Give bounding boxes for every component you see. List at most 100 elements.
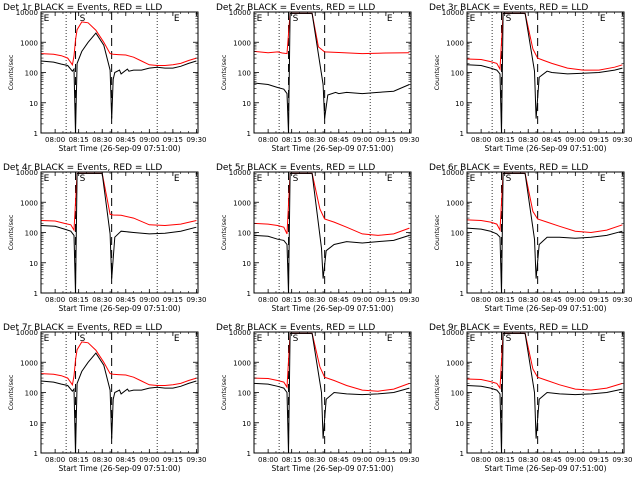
y-tick-label: 1 (460, 130, 464, 138)
x-tick-label: 08:30 (305, 456, 325, 464)
y-tick-label: 1000 (233, 359, 251, 367)
y-tick-label: 100 (25, 390, 38, 398)
x-axis-label: Start Time (26-Sep-09 07:51:00) (59, 144, 181, 153)
chart-title: Det 2r BLACK = Events, RED = LLD (216, 3, 375, 13)
chart-panel-1: Det 1r BLACK = Events, RED = LLD 1 10 100 10… (3, 3, 207, 153)
y-tick-label: 10000 (442, 329, 464, 337)
y-tick-label: 10 (455, 420, 464, 428)
y-tick-label: 1000 (233, 39, 251, 47)
x-tick-label: 08:15 (69, 136, 89, 144)
x-tick-label: 09:15 (163, 456, 183, 464)
x-tick-label: 08:00 (45, 136, 65, 144)
y-tick-label: 10000 (229, 9, 251, 17)
series-line-2 (254, 172, 410, 293)
chart-panel-9: Det 9r BLACK = Events, RED = LLD 1 10 100 10… (429, 323, 633, 473)
y-tick-label: 1 (460, 290, 464, 298)
x-axis-label: Start Time (26-Sep-09 07:51:00) (272, 464, 394, 473)
x-tick-label: 08:15 (282, 456, 302, 464)
x-tick-label: 09:15 (589, 456, 609, 464)
marker-label: S (293, 174, 299, 184)
y-tick-label: 100 (25, 230, 38, 238)
x-tick-label: 08:00 (471, 136, 491, 144)
marker-label: E (600, 174, 606, 184)
chart-title: Det 4r BLACK = Events, RED = LLD (3, 163, 162, 173)
y-tick-label: 1 (247, 290, 251, 298)
chart-title: Det 5r BLACK = Events, RED = LLD (216, 163, 375, 173)
chart-panel-2: Det 2r BLACK = Events, RED = LLD 1 10 100 10… (216, 3, 420, 153)
plot-frame (466, 171, 625, 294)
x-tick-label: 09:30 (612, 136, 632, 144)
series-line-2 (254, 332, 410, 453)
y-tick-label: 1000 (20, 199, 38, 207)
x-tick-label: 08:30 (92, 136, 112, 144)
x-tick-label: 09:30 (186, 296, 206, 304)
y-tick-label: 10 (455, 260, 464, 268)
marker-label: E (470, 174, 476, 184)
x-tick-label: 08:15 (495, 456, 515, 464)
x-tick-label: 08:45 (116, 136, 136, 144)
x-tick-label: 08:15 (69, 296, 89, 304)
marker-label: S (80, 174, 86, 184)
y-axis-label: Counts/sec (220, 214, 228, 250)
marker-label: E (257, 14, 263, 24)
marker-label: E (44, 334, 50, 344)
y-tick-label: 10 (29, 420, 38, 428)
x-tick-label: 09:00 (565, 296, 585, 304)
y-axis-label: Counts/sec (433, 54, 441, 90)
y-tick-label: 100 (238, 230, 251, 238)
x-tick-label: 08:30 (92, 296, 112, 304)
chart-panel-8: Det 8r BLACK = Events, RED = LLD 1 10 100 10… (216, 323, 420, 473)
marker-label: E (387, 334, 393, 344)
x-tick-label: 08:30 (518, 296, 538, 304)
marker-label: S (293, 14, 299, 24)
y-tick-label: 10 (29, 100, 38, 108)
plot-frame (40, 331, 199, 454)
y-axis-label: Counts/sec (7, 374, 15, 410)
chart-title: Det 8r BLACK = Events, RED = LLD (216, 323, 375, 333)
marker-label: E (600, 334, 606, 344)
y-tick-label: 1 (34, 450, 38, 458)
marker-label: S (506, 14, 512, 24)
marker-label: E (600, 14, 606, 24)
x-tick-label: 08:15 (69, 456, 89, 464)
x-tick-label: 08:15 (495, 296, 515, 304)
x-tick-label: 08:30 (92, 456, 112, 464)
x-tick-label: 08:45 (329, 136, 349, 144)
series-line-2 (41, 172, 197, 293)
y-tick-label: 10000 (16, 9, 38, 17)
y-axis-label: Counts/sec (7, 54, 15, 90)
series-line-1 (467, 172, 623, 234)
series-line-1 (254, 172, 410, 236)
y-axis-label: Counts/sec (220, 54, 228, 90)
chart-panel-3: Det 3r BLACK = Events, RED = LLD 1 10 100 10… (429, 3, 633, 153)
series-line-1 (41, 21, 197, 67)
x-tick-label: 09:15 (376, 136, 396, 144)
y-tick-label: 10 (455, 100, 464, 108)
y-tick-label: 1000 (233, 199, 251, 207)
x-tick-label: 08:45 (542, 136, 562, 144)
x-tick-label: 08:00 (45, 296, 65, 304)
chart-title: Det 6r BLACK = Events, RED = LLD (429, 163, 588, 173)
x-tick-label: 09:00 (139, 456, 159, 464)
y-tick-label: 10000 (16, 169, 38, 177)
series-line-2 (254, 12, 410, 133)
y-tick-label: 100 (238, 70, 251, 78)
y-tick-label: 100 (25, 70, 38, 78)
y-tick-label: 10000 (442, 169, 464, 177)
x-tick-label: 09:30 (399, 456, 419, 464)
plot-frame (253, 171, 412, 294)
y-tick-label: 10 (242, 100, 251, 108)
x-axis-label: Start Time (26-Sep-09 07:51:00) (272, 144, 394, 153)
series-line-2 (41, 32, 197, 133)
x-tick-label: 09:30 (399, 136, 419, 144)
x-axis-label: Start Time (26-Sep-09 07:51:00) (59, 304, 181, 313)
y-tick-label: 10000 (229, 169, 251, 177)
y-tick-label: 1 (460, 450, 464, 458)
x-tick-label: 08:45 (329, 296, 349, 304)
x-tick-label: 08:30 (305, 136, 325, 144)
y-tick-label: 10000 (16, 329, 38, 337)
series-line-1 (467, 332, 623, 391)
x-tick-label: 09:30 (186, 136, 206, 144)
y-tick-label: 1000 (20, 359, 38, 367)
